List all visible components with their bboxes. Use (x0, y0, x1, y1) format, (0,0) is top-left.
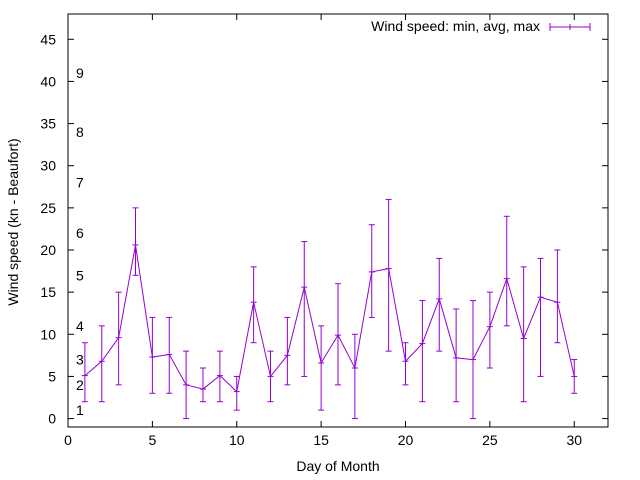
x-tick-label: 15 (313, 432, 329, 448)
beaufort-label: 9 (76, 65, 84, 81)
y-axis-title: Wind speed (kn - Beaufort) (5, 138, 21, 305)
y-tick-label: 45 (40, 31, 56, 47)
beaufort-label: 8 (76, 124, 84, 140)
beaufort-label: 6 (76, 225, 84, 241)
beaufort-label: 7 (76, 175, 84, 191)
beaufort-label: 5 (76, 267, 84, 283)
beaufort-label: 1 (76, 402, 84, 418)
beaufort-label: 2 (76, 377, 84, 393)
legend-label: Wind speed: min, avg, max (371, 18, 540, 34)
plot-frame (67, 13, 609, 428)
beaufort-label: 3 (76, 352, 84, 368)
y-tick-label: 10 (40, 326, 56, 342)
x-tick-label: 20 (398, 432, 414, 448)
y-tick-label: 30 (40, 158, 56, 174)
beaufort-label: 4 (76, 318, 84, 334)
x-axis-title: Day of Month (296, 458, 379, 474)
x-tick-label: 25 (482, 432, 498, 448)
legend: Wind speed: min, avg, max (371, 18, 591, 34)
x-tick-label: 0 (64, 432, 72, 448)
x-tick-label: 5 (148, 432, 156, 448)
y-tick-label: 40 (40, 73, 56, 89)
y-tick-label: 15 (40, 284, 56, 300)
y-tick-label: 5 (48, 368, 56, 384)
x-tick-label: 30 (566, 432, 582, 448)
x-tick-label: 10 (229, 432, 245, 448)
series-layer (81, 198, 578, 420)
beaufort-labels: 1 2 3 4 5 6 7 8 9 (76, 65, 84, 418)
y-tick-label: 35 (40, 116, 56, 132)
y-tick-label: 0 (48, 411, 56, 427)
legend-sample (549, 23, 591, 31)
y-tick-label: 25 (40, 200, 56, 216)
y-tick-label: 20 (40, 242, 56, 258)
